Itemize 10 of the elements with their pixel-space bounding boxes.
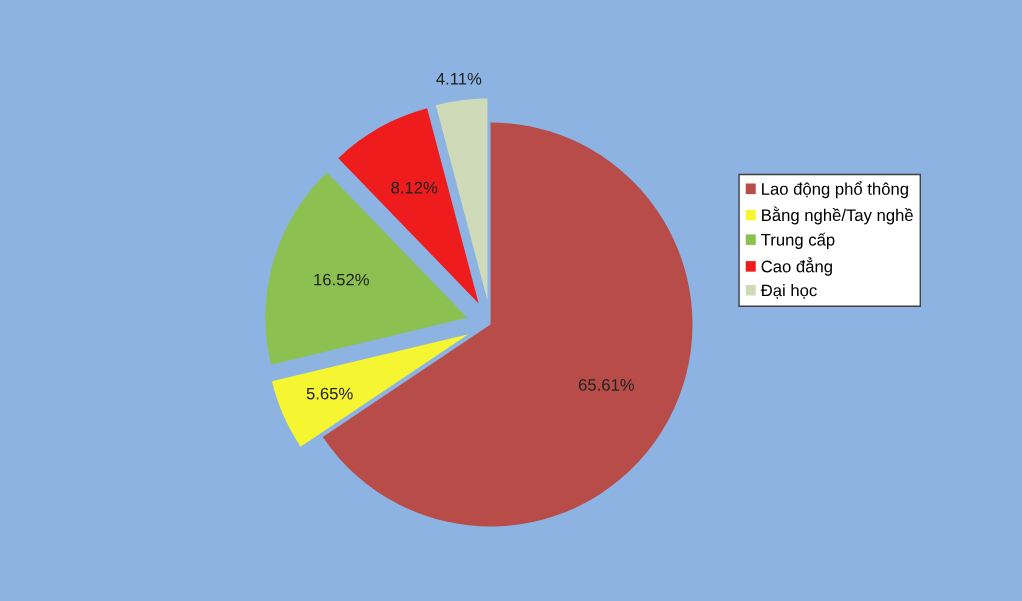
data-label: 8.12%: [391, 181, 438, 194]
data-label: 65.61%: [578, 379, 635, 391]
legend-label: Lao động phổ thông: [762, 181, 908, 199]
legend-label: Bằng nghề/Tay nghề: [762, 206, 913, 225]
data-label: 5.65%: [306, 387, 353, 400]
legend-label: Trung cấp: [761, 232, 835, 249]
data-label: 16.52%: [314, 273, 369, 286]
legend-label: Cao đẳng: [761, 257, 832, 276]
data-label: 4.11%: [436, 72, 482, 85]
legend-label: Đại học: [760, 284, 817, 299]
